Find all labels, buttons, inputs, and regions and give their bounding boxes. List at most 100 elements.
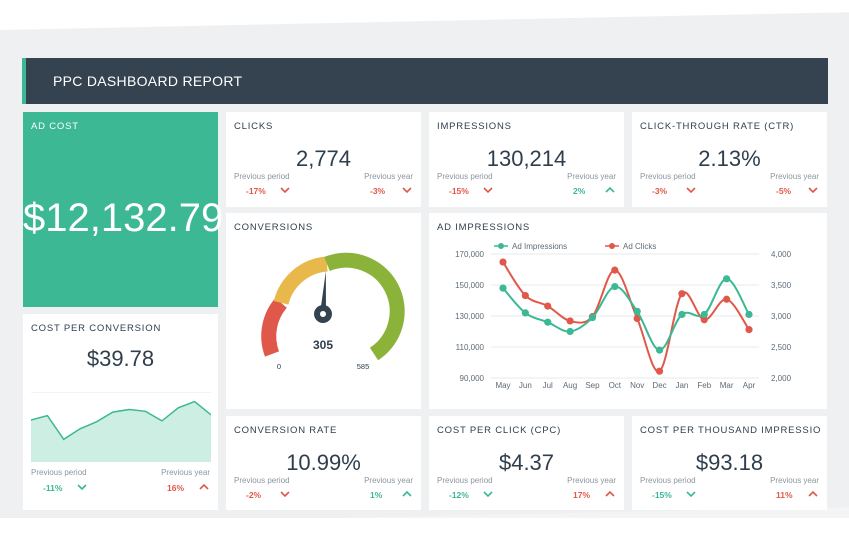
chevron-down-icon	[483, 491, 493, 498]
prev-year-label: Previous year	[161, 468, 210, 477]
cost-per-conversion-sparkline	[31, 392, 211, 462]
gauge-value: 305	[313, 338, 333, 352]
ad-impressions-card[interactable]: AD IMPRESSIONS Ad Impressions Ad Clicks …	[429, 213, 827, 409]
chevron-down-icon	[280, 187, 290, 194]
cost-per-conversion-card[interactable]: COST PER CONVERSION $39.78 Previous peri…	[23, 314, 218, 510]
legend-ad-clicks[interactable]: Ad Clicks	[605, 241, 705, 251]
prev-period-label: Previous period	[234, 172, 290, 181]
y-left-tick: 90,000	[460, 374, 485, 383]
data-point-ad-impressions	[499, 284, 507, 292]
ctr-card[interactable]: CLICK-THROUGH RATE (CTR) 2.13% Previous …	[632, 112, 827, 207]
prev-year-change: 16%	[167, 483, 185, 493]
data-point-ad-impressions	[723, 275, 731, 283]
data-point-ad-impressions	[611, 282, 619, 291]
x-tick-label: Jan	[675, 381, 688, 390]
conversion-rate-card[interactable]: CONVERSION RATE 10.99% Previous period P…	[226, 416, 421, 510]
cpm-value: $93.18	[695, 450, 764, 475]
prev-year-label: Previous year	[770, 172, 819, 181]
x-tick-label: Jun	[519, 381, 532, 390]
x-tick-label: May	[495, 381, 510, 390]
impressions-card[interactable]: IMPRESSIONS 130,214 Previous period Prev…	[429, 112, 624, 207]
clicks-label: CLICKS	[234, 121, 274, 132]
data-point-ad-clicks	[678, 290, 686, 298]
x-tick-label: Nov	[630, 381, 644, 390]
x-tick-label: Dec	[652, 381, 666, 390]
chevron-up-icon	[199, 483, 209, 490]
y-left-tick: 150,000	[455, 281, 484, 290]
gauge-min: 0	[277, 362, 281, 371]
page-title: PPC DASHBOARD REPORT	[53, 73, 243, 89]
prev-year-change: 1%	[370, 490, 383, 500]
chevron-down-icon	[686, 491, 696, 498]
data-point-ad-impressions	[655, 346, 664, 354]
prev-year-label: Previous year	[770, 476, 819, 485]
legend-ad-impressions[interactable]: Ad Impressions	[494, 241, 594, 251]
ad-cost-card[interactable]: AD COST $12,132.79	[23, 112, 224, 307]
prev-period-label: Previous period	[437, 172, 493, 181]
y-right-tick: 3,500	[771, 281, 792, 290]
y-left-tick: 110,000	[456, 343, 485, 352]
prev-period-change: -12%	[449, 490, 469, 500]
ad-cost-value: $12,132.79	[23, 196, 224, 240]
prev-period-label: Previous period	[31, 468, 87, 477]
x-tick-label: Feb	[697, 381, 711, 390]
data-point-ad-clicks	[611, 266, 619, 274]
clicks-card[interactable]: CLICKS 2,774 Previous period Previous ye…	[226, 112, 421, 207]
data-point-ad-clicks	[544, 302, 552, 310]
chevron-down-icon	[808, 187, 818, 194]
chevron-up-icon	[605, 490, 615, 497]
prev-period-change: -15%	[652, 490, 672, 500]
gauge-segment-low	[261, 297, 288, 357]
cpm-label: COST PER THOUSAND IMPRESSIO...	[640, 425, 820, 436]
x-tick-label: Apr	[743, 381, 756, 390]
prev-year-label: Previous year	[567, 476, 616, 485]
conversions-label: CONVERSIONS	[234, 222, 314, 233]
sparkline-area	[31, 401, 211, 462]
x-tick-label: Aug	[563, 381, 577, 390]
prev-period-label: Previous period	[234, 476, 290, 485]
chevron-up-icon	[605, 186, 615, 193]
cpc-card[interactable]: COST PER CLICK (CPC) $4.37 Previous peri…	[429, 416, 624, 510]
conversion-rate-label: CONVERSION RATE	[234, 425, 338, 436]
data-point-ad-impressions	[566, 327, 574, 336]
series-line-ad-clicks	[502, 261, 750, 373]
prev-year-label: Previous year	[364, 476, 413, 485]
conversion-rate-value: 10.99%	[286, 450, 361, 475]
chevron-down-icon	[402, 187, 412, 194]
y-right-tick: 4,000	[771, 250, 792, 259]
data-point-ad-impressions	[544, 318, 552, 326]
data-point-ad-impressions	[700, 310, 708, 319]
y-left-tick: 130,000	[455, 312, 484, 321]
data-point-ad-clicks	[723, 295, 731, 303]
gauge-needle	[314, 271, 332, 323]
prev-period-label: Previous period	[640, 172, 696, 181]
clicks-value: 2,774	[295, 146, 352, 171]
x-tick-label: Mar	[720, 381, 734, 390]
prev-period-label: Previous period	[640, 476, 696, 485]
y-right-tick: 2,500	[771, 343, 792, 352]
conversions-card[interactable]: CONVERSIONS 305 0 585	[226, 213, 421, 409]
dashboard-header: PPC DASHBOARD REPORT	[22, 58, 828, 104]
prev-year-label: Previous year	[364, 172, 413, 181]
cpc-label: COST PER CLICK (CPC)	[437, 425, 562, 436]
y-left-tick: 170,000	[455, 250, 484, 259]
data-point-ad-clicks	[521, 291, 529, 300]
data-point-ad-impressions	[678, 310, 686, 319]
impressions-label: IMPRESSIONS	[437, 121, 512, 132]
cost-per-conversion-value: $39.78	[86, 346, 155, 371]
data-point-ad-clicks	[499, 258, 507, 266]
data-point-ad-clicks	[633, 314, 641, 323]
gauge-segment-mid	[273, 256, 328, 305]
gauge-max: 585	[357, 362, 370, 371]
data-point-ad-clicks	[745, 326, 753, 334]
prev-period-change: -3%	[652, 186, 668, 196]
prev-period-label: Previous period	[437, 476, 493, 485]
svg-text:Ad Impressions: Ad Impressions	[512, 242, 567, 251]
chevron-down-icon	[483, 187, 493, 194]
x-tick-label: Oct	[609, 381, 622, 390]
cpm-card[interactable]: COST PER THOUSAND IMPRESSIO... $93.18 Pr…	[632, 416, 827, 510]
ad-cost-label: AD COST	[31, 121, 79, 132]
prev-period-change: -11%	[43, 483, 63, 493]
prev-period-change: -15%	[449, 186, 469, 196]
data-point-ad-clicks	[566, 317, 574, 325]
